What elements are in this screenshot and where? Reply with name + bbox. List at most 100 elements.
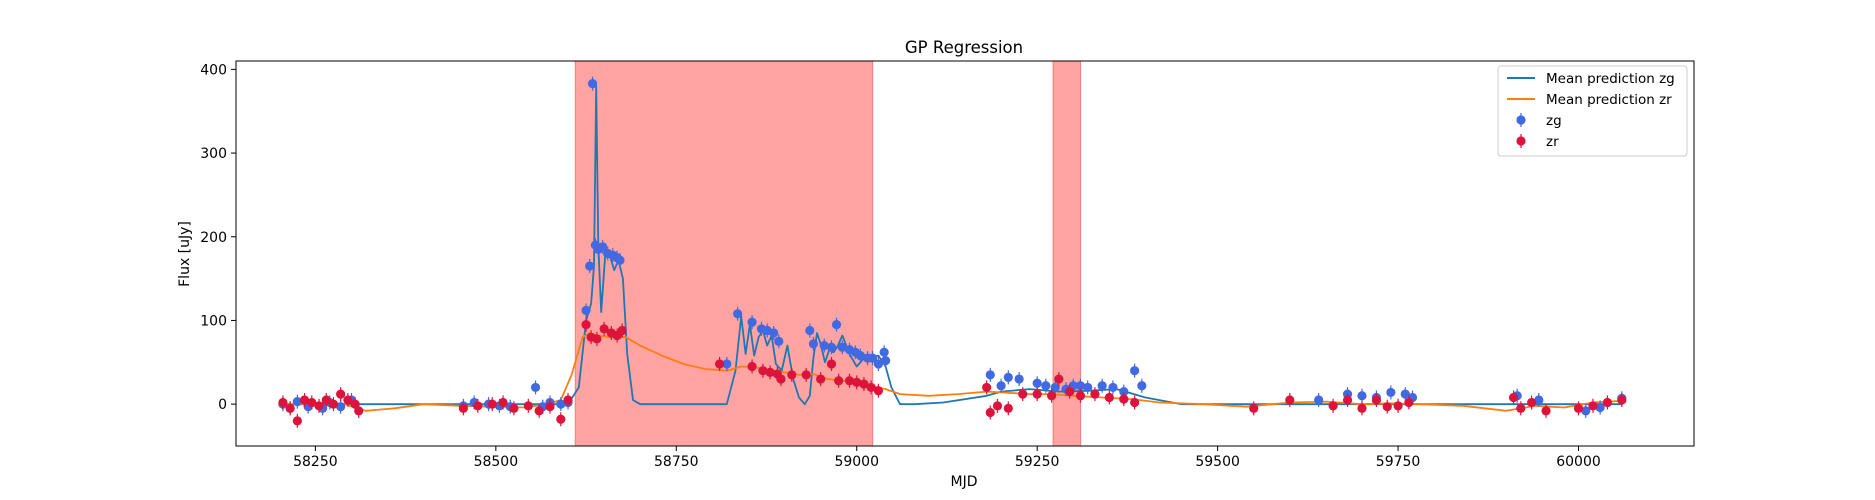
data-point (805, 325, 815, 336)
series-lines (286, 85, 1622, 412)
data-point (1508, 392, 1519, 403)
data-point (747, 361, 757, 372)
data-point (776, 374, 786, 384)
data-point (733, 309, 743, 319)
legend-label: zr (1546, 134, 1559, 150)
data-point (1050, 382, 1060, 393)
legend-point-swatch (1516, 136, 1526, 146)
y-tick-label: 0 (218, 397, 227, 413)
x-tick-label: 59000 (834, 454, 879, 470)
y-tick-label: 300 (200, 146, 227, 162)
data-point (1097, 381, 1107, 391)
data-point (1285, 395, 1295, 405)
data-point (292, 416, 302, 426)
y-tick-label: 200 (200, 230, 227, 246)
data-point (826, 359, 837, 369)
data-point (1003, 372, 1013, 382)
data-point (1047, 391, 1057, 401)
data-point (1104, 392, 1114, 403)
legend-point-swatch (1516, 115, 1526, 125)
data-point (787, 370, 797, 380)
data-point (1018, 389, 1028, 399)
data-point (879, 347, 889, 357)
data-point (585, 261, 595, 271)
y-axis-label: Flux [uJy] (177, 221, 193, 287)
data-point (774, 336, 784, 346)
data-point (299, 395, 310, 405)
data-point (1595, 402, 1605, 413)
data-point (985, 370, 995, 380)
data-point (1342, 395, 1353, 405)
data-point (556, 399, 566, 409)
x-tick-label: 60000 (1556, 454, 1601, 470)
data-point (1581, 406, 1591, 416)
data-point (1054, 374, 1064, 384)
data-point (1075, 391, 1086, 401)
data-point (1130, 366, 1140, 376)
data-point (1119, 394, 1129, 404)
data-point (881, 356, 891, 366)
data-point (801, 370, 811, 380)
data-point (1314, 395, 1324, 405)
plot-frame (235, 60, 1695, 447)
data-point (1249, 403, 1259, 413)
data-point (844, 376, 855, 386)
data-point (996, 381, 1006, 391)
data-point (1065, 386, 1075, 397)
data-point (1357, 403, 1367, 413)
legend: Mean prediction zg Mean prediction zr zg zr (1497, 65, 1688, 157)
data-point (714, 359, 725, 369)
data-point (837, 342, 847, 352)
legend-box (1497, 65, 1688, 157)
data-point (873, 386, 883, 396)
data-point (1534, 395, 1544, 405)
data-point (292, 397, 302, 407)
data-point (1130, 397, 1140, 408)
data-point (498, 397, 508, 408)
data-point (285, 403, 295, 413)
data-point (1032, 389, 1042, 399)
data-point (859, 379, 869, 389)
data-point (1371, 395, 1382, 405)
data-point (509, 403, 519, 413)
data-point (1032, 378, 1042, 388)
series-points (278, 76, 1627, 428)
data-point (615, 255, 625, 265)
data-point (314, 401, 324, 411)
data-point (336, 389, 346, 399)
y-tick-label: 100 (200, 313, 227, 329)
data-point (336, 402, 346, 412)
data-point (1014, 374, 1024, 384)
data-point (343, 395, 353, 405)
series-line (286, 332, 1622, 412)
data-point (523, 401, 533, 411)
data-point (982, 382, 992, 393)
data-point (722, 359, 732, 369)
data-point (556, 414, 566, 424)
data-point (819, 340, 829, 351)
y-tick-label: 400 (200, 62, 227, 78)
data-point (473, 401, 483, 411)
data-point (873, 359, 883, 369)
data-point (1041, 381, 1051, 391)
data-point (769, 328, 779, 338)
data-point (985, 407, 995, 418)
data-point (592, 334, 602, 344)
x-tick-label: 58500 (474, 454, 519, 470)
data-point (831, 320, 842, 330)
chart-title: GP Regression (905, 38, 1023, 57)
data-point (1119, 386, 1129, 397)
data-point (1617, 395, 1627, 405)
x-tick-label: 58250 (293, 454, 338, 470)
data-point (581, 320, 591, 330)
series-line (286, 85, 1622, 406)
data-point (758, 366, 768, 376)
x-tick-label: 59750 (1376, 454, 1421, 470)
data-point (1526, 397, 1537, 408)
data-point (545, 402, 555, 412)
data-point (321, 395, 331, 405)
data-point (354, 406, 364, 416)
data-point (747, 317, 757, 327)
data-point (1541, 406, 1551, 416)
